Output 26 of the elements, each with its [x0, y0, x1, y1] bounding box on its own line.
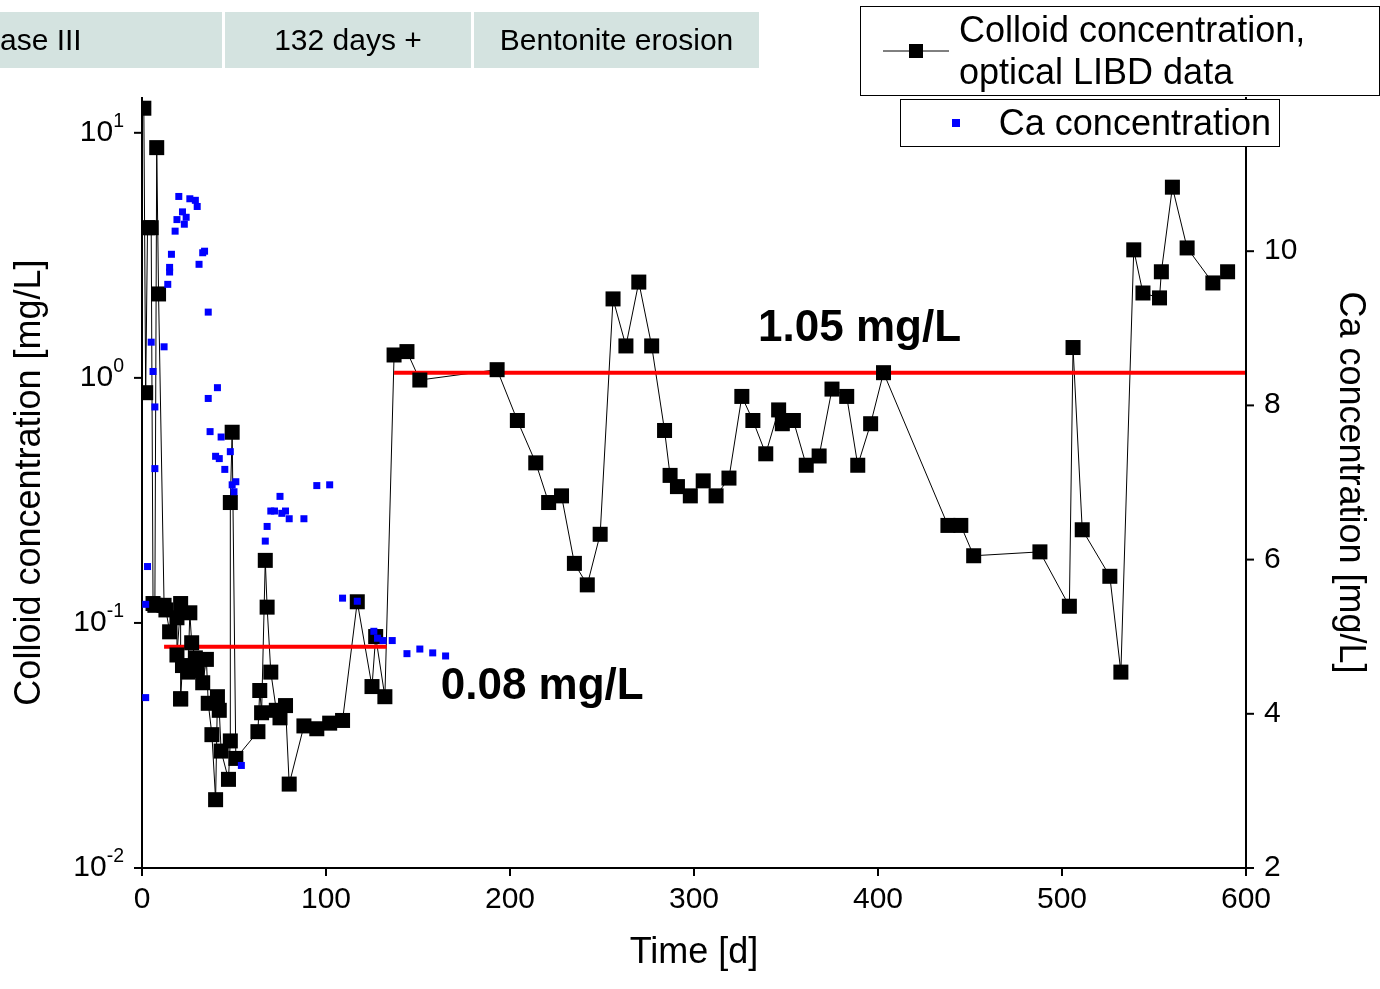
legend-label: Ca concentration [998, 102, 1271, 144]
text: 132 days + [225, 12, 471, 68]
y2-tick-label: 6 [1264, 540, 1281, 574]
legend-label: Colloid concentration, optical LIBD data [959, 9, 1307, 93]
y2-tick-label: 10 [1264, 232, 1298, 266]
text: ase III [0, 12, 222, 68]
series-label: 1.05 mg/L [758, 300, 962, 350]
x-tick-label: 0 [133, 880, 151, 914]
y-tick-label: 10$^{-1}$ [73, 599, 124, 637]
x-axis-title: Time [d] [629, 930, 759, 971]
y2-tick-label: 2 [1264, 848, 1281, 882]
y2-tick-label: 4 [1264, 694, 1281, 728]
x-tick-label: 600 [1220, 880, 1272, 914]
y-axis-title: Colloid concentration [mg/L] [6, 259, 48, 706]
x-tick-label: 100 [300, 880, 352, 914]
x-tick-label: 400 [852, 880, 904, 914]
y2-tick-label: 8 [1264, 386, 1281, 420]
y-tick-label: 10$^{-2}$ [73, 844, 124, 882]
y2-axis-title: Ca concentration [mg/L] [1332, 291, 1374, 674]
text: Bentonite erosion [474, 12, 759, 68]
series-label: 0.08 mg/L [440, 658, 644, 708]
y-tick-label: 10$^{0}$ [79, 354, 125, 392]
x-tick-label: 200 [484, 880, 536, 914]
y-tick-label: 10$^{1}$ [79, 108, 124, 147]
x-tick-label: 500 [1036, 880, 1088, 914]
x-tick-label: 300 [668, 880, 720, 914]
